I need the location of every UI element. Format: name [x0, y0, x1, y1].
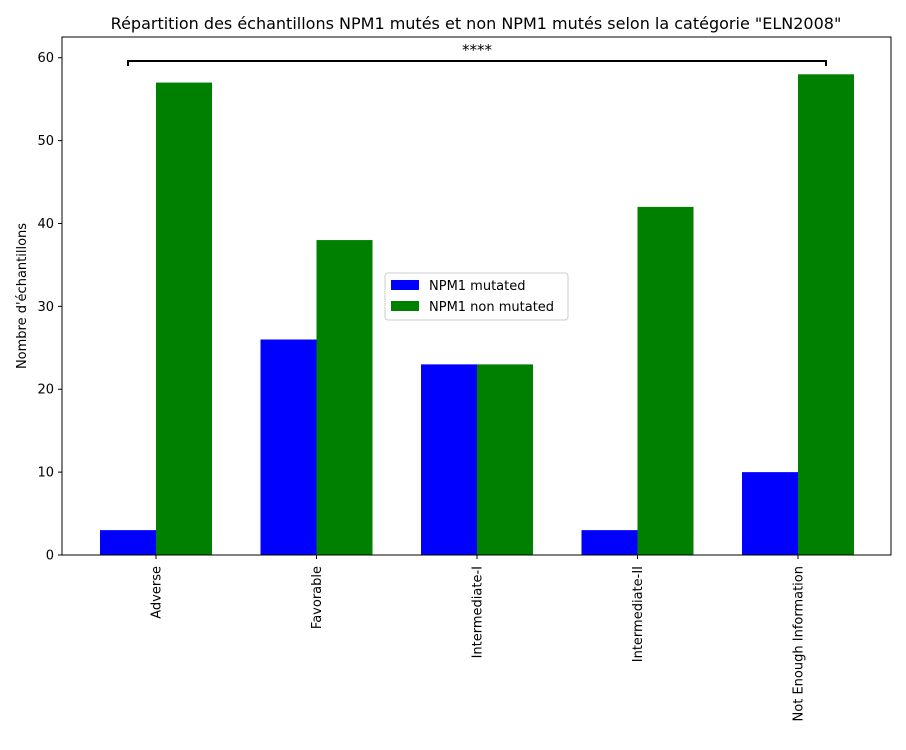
x-tick-label: Adverse [150, 566, 165, 619]
x-tick-label: Favorable [310, 566, 325, 629]
y-tick-label: 10 [37, 466, 54, 481]
y-tick-label: 0 [46, 549, 54, 564]
x-tick-label: Intermediate-II [631, 566, 646, 662]
bar-npm1-non-mutated-not-enough-information [798, 74, 854, 556]
bar-npm1-mutated-intermediate-ii [581, 530, 638, 555]
legend-label: NPM1 mutated [429, 279, 526, 294]
bar-npm1-non-mutated-intermediate-i [477, 364, 533, 555]
bar-npm1-non-mutated-intermediate-ii [637, 206, 694, 556]
bars-layer [100, 74, 854, 556]
x-tick-label: Not Enough Information [792, 566, 807, 721]
bar-npm1-mutated-favorable [260, 339, 317, 555]
y-tick-label: 60 [37, 51, 54, 66]
bar-npm1-mutated-intermediate-i [421, 364, 477, 555]
legend-swatch [391, 301, 419, 311]
y-tick-label: 50 [37, 134, 54, 149]
legend-label: NPM1 non mutated [429, 300, 554, 315]
bar-npm1-mutated-not-enough-information [742, 472, 798, 555]
y-tick-label: 30 [37, 300, 54, 315]
legend-box [384, 272, 569, 321]
bar-npm1-mutated-adverse [100, 530, 156, 555]
significance-bracket [127, 60, 827, 66]
legend-swatch [391, 280, 419, 290]
y-tick-label: 20 [37, 383, 54, 398]
significance-label: **** [462, 41, 493, 59]
y-axis-label: Nombre d'échantillons [15, 223, 30, 369]
x-tick-label: Intermediate-I [471, 566, 486, 658]
y-tick-label: 40 [37, 217, 54, 232]
legend: NPM1 mutated NPM1 non mutated [384, 272, 569, 321]
bar-npm1-non-mutated-adverse [156, 82, 212, 556]
axes-layer: 0 10 20 30 40 50 60 Adverse Favorable Intermediat… [37, 36, 892, 721]
annotation-layer: **** [127, 41, 827, 66]
bar-npm1-non-mutated-favorable [316, 240, 373, 555]
chart-title: Répartition des échantillons NPM1 mutés … [111, 14, 842, 33]
